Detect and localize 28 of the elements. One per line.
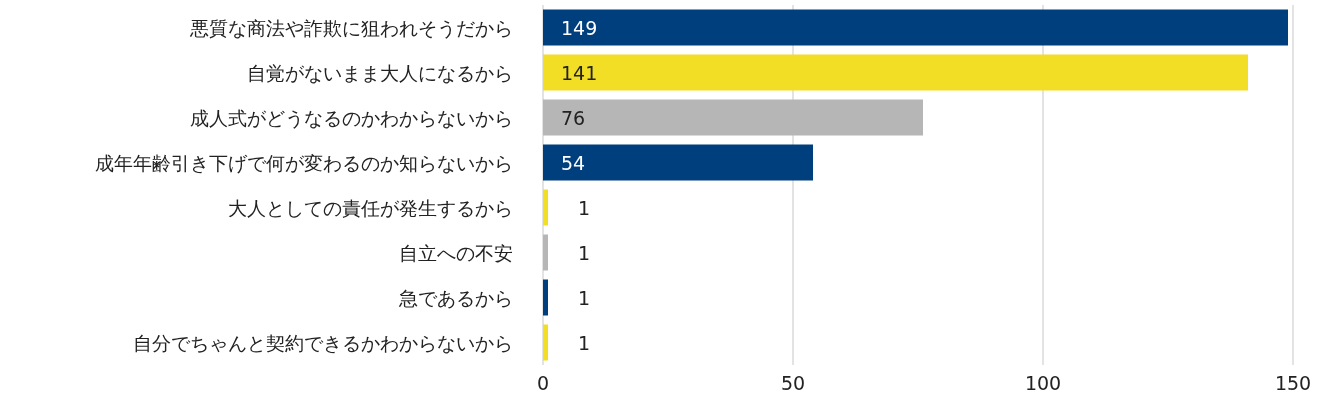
data-label: 1: [578, 196, 591, 219]
y-tick-label: 悪質な商法や詐欺に狙われそうだから: [189, 16, 513, 39]
y-tick-label: 自分でちゃんと契約できるかわからないから: [133, 331, 513, 354]
x-tick-label: 0: [536, 371, 550, 394]
x-tick-label: 150: [1274, 371, 1312, 394]
bar: [543, 54, 1248, 91]
data-label: 149: [561, 16, 598, 39]
bar: [543, 99, 923, 136]
data-label: 141: [561, 61, 598, 84]
y-tick-label: 自覚がないまま大人になるから: [247, 61, 513, 84]
bar: [543, 279, 548, 316]
bar: [543, 324, 548, 361]
y-tick-label: 成年年齢引き下げで何が変わるのか知らないから: [95, 151, 513, 174]
data-label: 1: [578, 241, 591, 264]
data-label: 1: [578, 331, 591, 354]
bar: [543, 9, 1288, 46]
data-label: 1: [578, 286, 591, 309]
data-label: 54: [561, 151, 586, 174]
y-tick-label: 自立への不安: [399, 241, 513, 264]
x-tick-label: 100: [1024, 371, 1062, 394]
y-tick-label: 急であるから: [398, 286, 513, 309]
x-tick-label: 50: [780, 371, 806, 394]
y-tick-label: 成人式がどうなるのかわからないから: [190, 106, 513, 129]
bar: [543, 234, 548, 271]
bar: [543, 144, 813, 181]
y-tick-label: 大人としての責任が発生するから: [228, 196, 513, 219]
bar: [543, 189, 548, 226]
data-label: 76: [561, 106, 586, 129]
